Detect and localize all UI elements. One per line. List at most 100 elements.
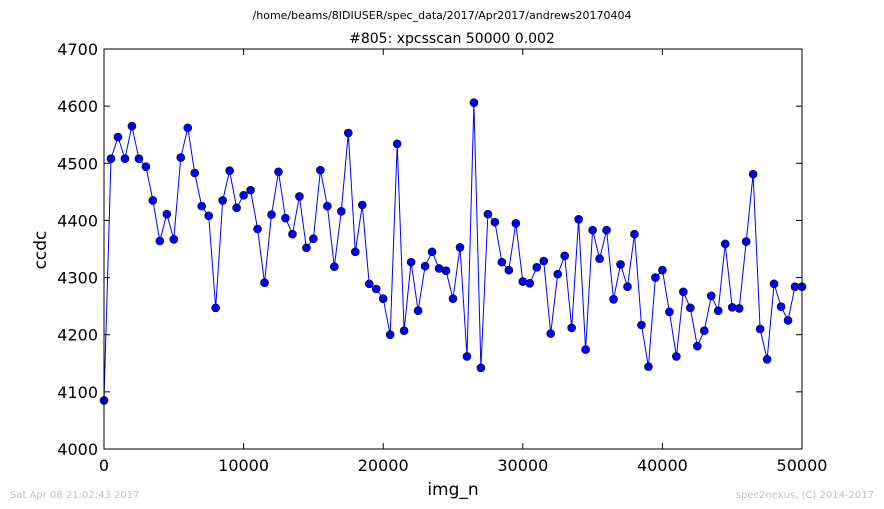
data-point [720, 239, 730, 249]
data-point [162, 209, 172, 219]
data-point [679, 287, 688, 297]
data-point [734, 304, 744, 313]
data-point [651, 273, 660, 282]
data-point [274, 167, 283, 177]
data-point [539, 256, 549, 266]
data-point [776, 302, 786, 312]
data-point [462, 352, 472, 361]
data-point [658, 265, 667, 275]
data-point [560, 251, 569, 261]
data-point [686, 303, 695, 313]
data-point [253, 224, 262, 234]
data-point [567, 323, 576, 333]
data-point [525, 278, 535, 288]
data-point [204, 211, 213, 221]
data-point [741, 237, 751, 246]
data-point [106, 154, 116, 164]
data-point [699, 326, 709, 336]
data-point [218, 196, 227, 205]
data-point [616, 260, 625, 269]
data-point [134, 154, 144, 164]
data-point [120, 154, 130, 164]
data-point [364, 279, 374, 289]
data-point [197, 201, 207, 211]
file-path-label: /home/beams/8IDIUSER/spec_data/2017/Apr2… [253, 9, 632, 22]
data-point [672, 352, 681, 361]
data-point [343, 128, 353, 138]
data-point [448, 294, 458, 304]
data-point [574, 214, 583, 224]
data-point [476, 363, 486, 373]
data-point [413, 306, 423, 316]
data-point [581, 345, 590, 354]
data-point [155, 236, 165, 246]
data-point [553, 269, 563, 279]
data-point [546, 329, 556, 338]
x-tick-label: 30000 [497, 456, 548, 475]
y-axis-label: ccdc [31, 231, 51, 270]
data-point [183, 123, 193, 133]
y-tick-label: 4400 [57, 211, 98, 230]
data-point [588, 225, 597, 235]
data-point [762, 354, 772, 364]
y-tick-label: 4500 [57, 154, 98, 173]
x-tick-label: 50000 [777, 456, 828, 475]
series-line [103, 102, 802, 401]
data-point [330, 262, 339, 272]
data-point [281, 213, 290, 223]
data-point [371, 284, 381, 294]
data-point [755, 324, 765, 334]
data-point [141, 162, 151, 172]
x-tick-label: 10000 [218, 456, 269, 475]
data-point [309, 234, 318, 244]
data-point [441, 266, 451, 276]
y-tick-label: 4000 [57, 440, 98, 459]
data-point [378, 294, 388, 304]
data-point [337, 206, 346, 216]
data-point [706, 291, 716, 301]
data-point [350, 247, 360, 257]
data-point [288, 229, 297, 239]
data-point [727, 302, 737, 312]
plot-area-frame [103, 48, 803, 450]
data-point [518, 277, 528, 286]
data-point [769, 279, 779, 289]
data-point [602, 225, 611, 235]
data-point [469, 98, 479, 108]
x-axis-label: img_n [427, 480, 478, 500]
data-point [176, 153, 186, 162]
data-point [357, 200, 367, 210]
data-point [169, 234, 179, 244]
footer-timestamp: Sat Apr 08 21:02:43 2017 [10, 490, 140, 501]
x-tick-label: 20000 [358, 456, 409, 475]
data-point [630, 229, 639, 239]
y-tick-label: 4100 [57, 383, 98, 402]
chart-title: #805: xpcsscan 50000 0.002 [349, 31, 555, 47]
data-point [511, 218, 521, 228]
data-point [127, 121, 137, 131]
data-point [532, 262, 542, 272]
data-point [748, 169, 758, 179]
y-tick-label: 4600 [57, 97, 98, 116]
data-point [225, 166, 234, 176]
x-tick-label: 0 [99, 456, 109, 475]
data-point [455, 242, 465, 252]
data-point [239, 190, 248, 200]
data-point [190, 168, 200, 178]
data-point [637, 320, 646, 330]
data-series [99, 98, 807, 405]
data-point [504, 265, 514, 275]
data-point [644, 362, 653, 372]
data-point [267, 210, 276, 220]
footer-credit: spec2nexus, (C) 2014-2017 [736, 490, 874, 501]
data-point [483, 209, 493, 219]
data-point [148, 196, 158, 205]
data-point [595, 254, 604, 264]
data-point [392, 139, 402, 149]
data-point [406, 257, 416, 267]
data-point [323, 201, 332, 211]
data-point [232, 203, 241, 213]
data-point [623, 282, 632, 292]
data-point [295, 192, 304, 201]
